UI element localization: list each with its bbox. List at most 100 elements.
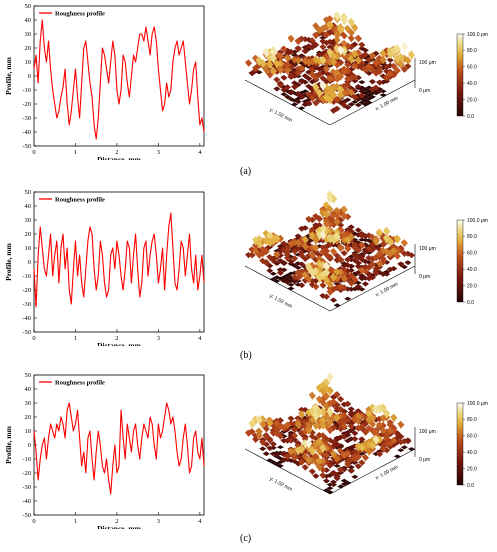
surface-facet xyxy=(326,472,334,478)
panel-label: (c) xyxy=(240,533,252,544)
surface-facet xyxy=(379,79,387,85)
surface-facet xyxy=(312,458,320,467)
surface-facet xyxy=(301,225,309,231)
surface-facet xyxy=(330,68,338,77)
surface-facet xyxy=(358,53,366,60)
surface-facet xyxy=(312,31,320,40)
surface-facet xyxy=(252,54,260,63)
surface-facet xyxy=(379,235,387,243)
colorbar-label: 20.0 xyxy=(467,283,477,289)
surface-facet xyxy=(344,432,352,438)
surface-facet xyxy=(319,69,327,76)
surface-facet xyxy=(330,41,338,48)
surface-facet xyxy=(369,66,376,74)
x-dimension-label: x: 1.00 mm xyxy=(375,464,400,481)
surface-facet xyxy=(376,64,384,72)
surface-facet xyxy=(245,252,253,259)
surface-facet xyxy=(337,447,345,456)
surface-facet xyxy=(354,443,362,452)
surface-facet xyxy=(287,96,295,102)
colorbar xyxy=(456,33,464,117)
surface-facet xyxy=(365,93,373,97)
surface-facet xyxy=(322,261,330,272)
surface-facet xyxy=(393,66,401,75)
x-tick-label: 2 xyxy=(115,335,118,342)
surface-facet xyxy=(358,64,366,72)
legend-label: Roughness profile xyxy=(55,10,105,17)
surface-facet xyxy=(294,239,302,248)
surface-facet xyxy=(333,471,341,478)
surface-facet xyxy=(312,283,320,291)
surface-facet xyxy=(365,255,373,262)
surface-facet xyxy=(333,303,341,308)
surface-facet xyxy=(276,270,284,276)
surface-facet xyxy=(284,61,291,69)
surface-facet xyxy=(315,26,323,35)
surface-facet xyxy=(376,421,384,430)
surface-facet xyxy=(347,228,355,235)
surface-facet xyxy=(351,286,359,292)
surface-facet xyxy=(354,84,362,90)
surface-facet xyxy=(298,282,306,289)
surface-facet xyxy=(330,273,338,282)
roughness-profile-line xyxy=(33,19,205,140)
surface-facet xyxy=(333,475,341,482)
surface-facet xyxy=(358,287,366,292)
surface-facet xyxy=(305,76,313,82)
surface-facet xyxy=(397,420,405,429)
surface-facet xyxy=(291,279,299,285)
y-tick-label: 50 xyxy=(25,3,32,10)
surface-facet xyxy=(344,54,352,62)
surface-facet xyxy=(354,102,362,108)
surface-facet xyxy=(312,473,320,479)
surface-facet xyxy=(301,453,309,461)
surface-facet xyxy=(308,251,316,260)
surface-facet xyxy=(376,250,384,259)
surface-facet xyxy=(337,216,345,224)
surface-facet xyxy=(365,56,373,64)
surface-facet xyxy=(351,41,359,48)
surface-facet xyxy=(266,60,274,69)
surface-facet xyxy=(298,90,306,95)
surface-facet xyxy=(255,234,263,245)
surface-facet xyxy=(312,235,320,245)
surface-facet xyxy=(330,398,338,406)
y-axis-label: Profile, mm xyxy=(4,56,13,95)
surface-facet xyxy=(326,233,334,244)
surface-facet xyxy=(308,94,316,102)
surface-facet xyxy=(347,55,355,64)
y-tick-label: -40 xyxy=(22,498,31,505)
surface-facet xyxy=(287,420,295,428)
x-tick-label: 1 xyxy=(74,335,77,342)
surface-facet xyxy=(379,271,387,277)
surface-facet xyxy=(276,65,284,74)
surface-facet xyxy=(319,472,327,479)
surface-facet xyxy=(319,244,327,251)
x-tick-label: 4 xyxy=(198,149,202,156)
surface-facet xyxy=(291,248,299,255)
surface-facet xyxy=(315,407,323,417)
surface-facet xyxy=(340,417,348,425)
surface-facet xyxy=(340,250,348,257)
surface-facet xyxy=(379,445,387,453)
surface-facet xyxy=(333,232,341,242)
surface-facet xyxy=(330,248,338,256)
surface-facet xyxy=(358,41,366,49)
surface-facet xyxy=(301,102,309,107)
surface-facet xyxy=(245,59,253,67)
surface-facet xyxy=(266,238,274,248)
surface-facet xyxy=(333,105,341,112)
surface-facet xyxy=(266,268,274,274)
y-dimension-label: y: 1.02 mm xyxy=(269,293,294,310)
surface-facet xyxy=(294,233,302,239)
colorbar-label: 40.0 xyxy=(467,450,477,456)
surface-facet xyxy=(312,55,320,65)
surface-facet xyxy=(330,414,338,423)
surface-facet xyxy=(298,410,306,419)
surface-facet xyxy=(276,445,284,449)
surface-facet xyxy=(301,73,309,79)
surface-facet xyxy=(312,41,320,48)
colorbar-label: 60.0 xyxy=(467,434,477,440)
roughness-profile-line xyxy=(33,212,205,308)
surface-facet xyxy=(319,398,327,407)
